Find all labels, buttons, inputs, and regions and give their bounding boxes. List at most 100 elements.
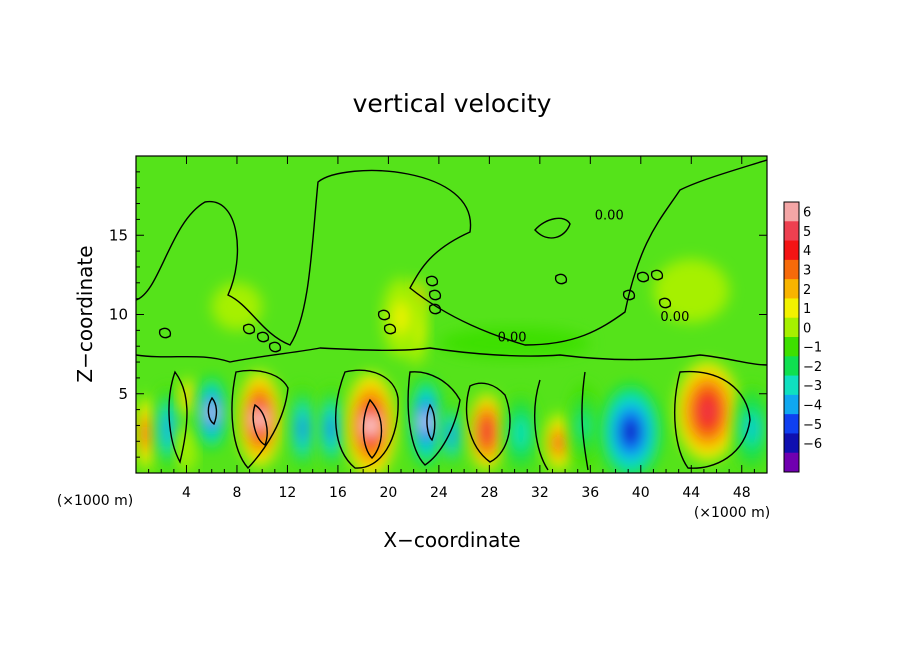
zero-contour-lower xyxy=(136,347,767,366)
x-tick-label: 36 xyxy=(581,485,599,501)
heatmap-cell xyxy=(676,362,740,461)
colorbar-swatch xyxy=(784,298,799,319)
x-tick-label: 16 xyxy=(329,485,347,501)
x-unit-right: (×1000 m) xyxy=(694,505,770,521)
colorbar-tick-label: −3 xyxy=(803,379,822,394)
heatmap-cell-layer xyxy=(300,420,306,438)
heatmap-cell xyxy=(345,373,396,473)
colorbar-tick-label: −6 xyxy=(803,437,822,452)
colorbar-swatch xyxy=(784,452,799,473)
y-axis: 5 10 15 xyxy=(109,171,767,458)
colorbar-tick-label: −4 xyxy=(803,399,822,414)
zero-contour-cells-right xyxy=(407,370,751,471)
x-axis-label: X−coordinate xyxy=(383,528,520,552)
heatmap-cell-layer xyxy=(184,444,189,454)
heatmap-cell-layer xyxy=(483,424,491,440)
heatmap-cell xyxy=(196,376,227,450)
contour-lines xyxy=(136,159,767,471)
colorbar-tick-label: −5 xyxy=(803,418,822,433)
heatmap-cell xyxy=(734,385,767,472)
x-unit-left: (×1000 m) xyxy=(57,493,133,509)
y-tick-label: 10 xyxy=(109,306,128,324)
heatmap-cell-layer xyxy=(397,309,405,326)
heatmap-cell-layer xyxy=(624,422,637,442)
heatmap-cell-layer xyxy=(185,393,190,401)
heatmap-cell-layer xyxy=(208,405,215,421)
zero-contour-upper xyxy=(136,159,767,346)
y-tick-label: 5 xyxy=(118,385,128,403)
heatmap-cell xyxy=(317,387,346,470)
chart-title: vertical velocity xyxy=(353,89,552,118)
colorbar-swatch xyxy=(784,202,799,222)
heatmap-cell-layer xyxy=(165,420,171,437)
heatmap-cell-layer xyxy=(683,284,699,298)
x-tick-label: 8 xyxy=(232,485,241,501)
y-axis-label: Z−coordinate xyxy=(73,245,97,382)
contour-labels: 0.00 0.00 0.00 xyxy=(498,208,690,345)
colorbar-swatch xyxy=(784,356,799,377)
x-tick-label: 32 xyxy=(531,485,549,501)
y-tick-label: 15 xyxy=(109,226,128,244)
contour-inner-cells xyxy=(207,396,436,460)
heatmap-cell xyxy=(136,395,158,472)
colorbar-swatch xyxy=(784,279,799,299)
heatmap-cell xyxy=(504,393,538,473)
heatmap-cell xyxy=(211,282,263,331)
colorbar-tick-label: −2 xyxy=(803,360,822,375)
x-axis: 4 8 12 16 20 24 28 32 36 40 44 48 xyxy=(148,156,755,501)
x-tick-label: 28 xyxy=(480,485,498,501)
heatmap-cell xyxy=(653,259,730,323)
x-tick-label: 40 xyxy=(632,485,650,501)
x-tick-label: 20 xyxy=(379,485,397,501)
heatmap-cell xyxy=(289,385,316,472)
colorbar-swatch xyxy=(784,240,799,261)
heatmap-field: 0.00 0.00 0.00 xyxy=(136,156,767,473)
heatmap-cell xyxy=(543,412,574,473)
heatmap-cell xyxy=(440,403,463,467)
heatmap-cell-layer xyxy=(555,436,562,449)
zero-contour-cells-left xyxy=(168,369,399,470)
colorbar-swatch xyxy=(784,259,799,280)
contour-label: 0.00 xyxy=(498,330,527,345)
heatmap-cell-layer xyxy=(231,301,243,312)
heatmap-cell-layer xyxy=(365,414,376,436)
heatmap-cell-layer xyxy=(517,425,525,442)
colorbar-tick-label: 1 xyxy=(803,302,811,317)
heatmap-cell xyxy=(568,384,600,467)
colorbar: 6 5 4 3 2 1 0 −1 −2 −3 −4 −5 −6 xyxy=(783,201,822,473)
heatmap-cell-layer xyxy=(255,409,264,429)
colorbar-swatch xyxy=(784,414,799,434)
contour-label: 0.00 xyxy=(595,208,624,223)
x-tick-label: 24 xyxy=(430,485,448,501)
heatmap-cells xyxy=(136,259,767,473)
heatmap-cell-layer xyxy=(143,425,149,441)
heatmap-cell xyxy=(469,393,505,470)
heatmap-cell-layer xyxy=(748,420,756,438)
colorbar-tick-label: 6 xyxy=(803,206,811,221)
heatmap-cell xyxy=(438,327,591,359)
colorbar-swatch xyxy=(784,394,799,415)
heatmap-cell xyxy=(154,387,181,470)
colorbar-swatch xyxy=(784,337,799,357)
colorbar-tick-label: 4 xyxy=(803,244,811,259)
colorbar-swatch xyxy=(784,433,799,454)
colorbar-swatch xyxy=(784,221,799,242)
heatmap-cell-layer xyxy=(328,420,335,437)
heatmap-cell xyxy=(600,384,661,473)
heatmap-cell xyxy=(238,371,282,467)
x-tick-label: 12 xyxy=(279,485,297,501)
colorbar-tick-label: 2 xyxy=(803,283,811,298)
colorbar-tick-label: 5 xyxy=(803,225,811,240)
x-tick-label: 48 xyxy=(733,485,751,501)
colorbar-tick-label: −1 xyxy=(803,341,822,356)
colorbar-tick-label: 0 xyxy=(803,321,811,336)
colorbar-swatch xyxy=(784,375,799,396)
colorbar-tick-label: 3 xyxy=(803,264,811,279)
contour-label: 0.00 xyxy=(660,310,689,325)
x-tick-label: 4 xyxy=(182,485,191,501)
colorbar-frame xyxy=(783,201,800,473)
heatmap-cell xyxy=(382,278,420,358)
colorbar-swatch xyxy=(784,317,799,338)
contour-small-loops xyxy=(158,217,672,353)
